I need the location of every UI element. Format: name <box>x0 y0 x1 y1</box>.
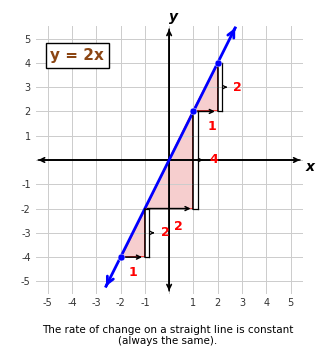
Polygon shape <box>121 209 145 257</box>
Polygon shape <box>145 111 193 209</box>
Text: 2: 2 <box>233 80 242 94</box>
Text: The rate of change on a straight line is constant
(always the same).: The rate of change on a straight line is… <box>42 325 293 346</box>
Text: 2: 2 <box>174 219 183 232</box>
Text: y = 2x: y = 2x <box>50 48 104 63</box>
Text: x: x <box>305 160 314 174</box>
Text: 1: 1 <box>208 120 217 133</box>
Text: y: y <box>170 10 179 24</box>
Text: 4: 4 <box>209 154 218 167</box>
Text: 1: 1 <box>128 266 137 279</box>
Polygon shape <box>193 63 218 111</box>
Text: 2: 2 <box>160 226 170 239</box>
